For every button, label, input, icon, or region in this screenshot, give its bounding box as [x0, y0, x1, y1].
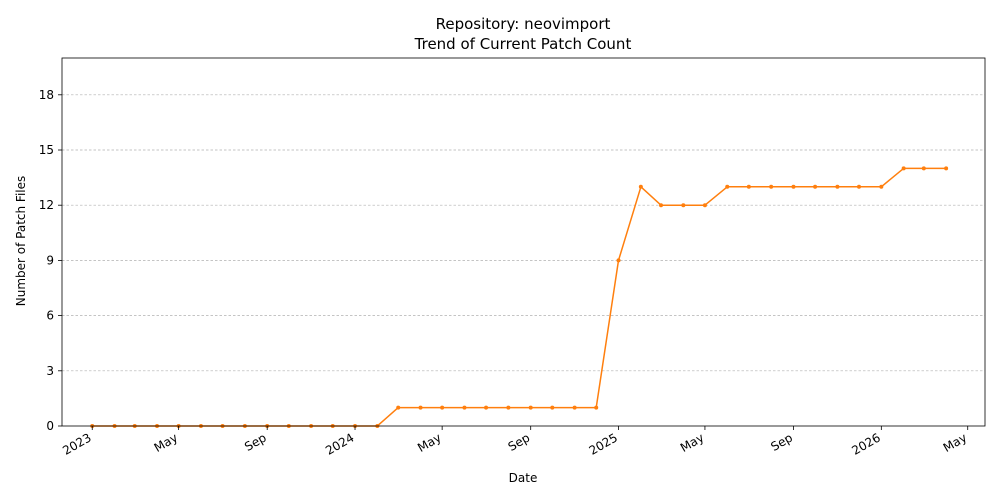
- data-point: [572, 405, 577, 410]
- x-tick-label: 2026: [849, 430, 882, 457]
- x-tick-label: Sep: [506, 430, 533, 453]
- data-point: [725, 184, 730, 189]
- data-point: [835, 184, 840, 189]
- data-point: [506, 405, 511, 410]
- data-point: [857, 184, 862, 189]
- y-tick-label: 9: [46, 253, 54, 267]
- data-point: [659, 203, 664, 208]
- x-tick-label: Sep: [768, 430, 795, 453]
- data-point: [769, 184, 774, 189]
- x-axis-ticks: 2023 May Sep 2024 May Sep 2025 May Sep 2026 May: [60, 426, 969, 458]
- data-point: [944, 166, 949, 171]
- data-point: [396, 405, 401, 410]
- y-tick-label: 18: [39, 88, 54, 102]
- x-tick-label: 2023: [60, 430, 93, 457]
- x-tick-label: May: [152, 430, 180, 455]
- x-tick-label: May: [415, 430, 443, 455]
- data-point: [921, 166, 926, 171]
- x-axis-label: Date: [509, 471, 538, 485]
- data-point: [813, 184, 818, 189]
- data-point: [702, 203, 707, 208]
- plot-series: [90, 166, 949, 428]
- data-point: [528, 405, 533, 410]
- grid-lines: [62, 94, 985, 372]
- x-tick-label: May: [678, 430, 706, 455]
- y-tick-label: 3: [46, 364, 54, 378]
- y-tick-label: 0: [46, 419, 54, 433]
- y-tick-label: 12: [39, 198, 54, 212]
- y-axis-ticks: 0 3 6 9 12 15 18: [39, 88, 62, 433]
- data-point: [681, 203, 686, 208]
- data-point: [440, 405, 445, 410]
- data-point: [550, 405, 555, 410]
- data-point: [901, 166, 906, 171]
- data-point: [462, 405, 467, 410]
- chart-title: Repository: neovimport: [436, 15, 611, 33]
- y-tick-label: 6: [46, 309, 54, 323]
- x-tick-label: 2024: [323, 430, 356, 457]
- data-point: [616, 258, 621, 263]
- data-point: [484, 405, 489, 410]
- plot-frame: [61, 57, 986, 427]
- y-tick-label: 15: [39, 143, 54, 157]
- x-tick-label: May: [941, 430, 969, 455]
- data-point: [418, 405, 423, 410]
- y-axis-label: Number of Patch Files: [14, 176, 28, 307]
- series-line: [92, 167, 947, 427]
- x-tick-label: 2025: [587, 430, 620, 457]
- data-point: [746, 184, 751, 189]
- data-point: [879, 184, 884, 189]
- data-point: [594, 405, 599, 410]
- chart-subtitle: Trend of Current Patch Count: [414, 35, 632, 53]
- x-tick-label: Sep: [242, 430, 269, 453]
- data-point: [638, 184, 643, 189]
- data-point: [791, 184, 796, 189]
